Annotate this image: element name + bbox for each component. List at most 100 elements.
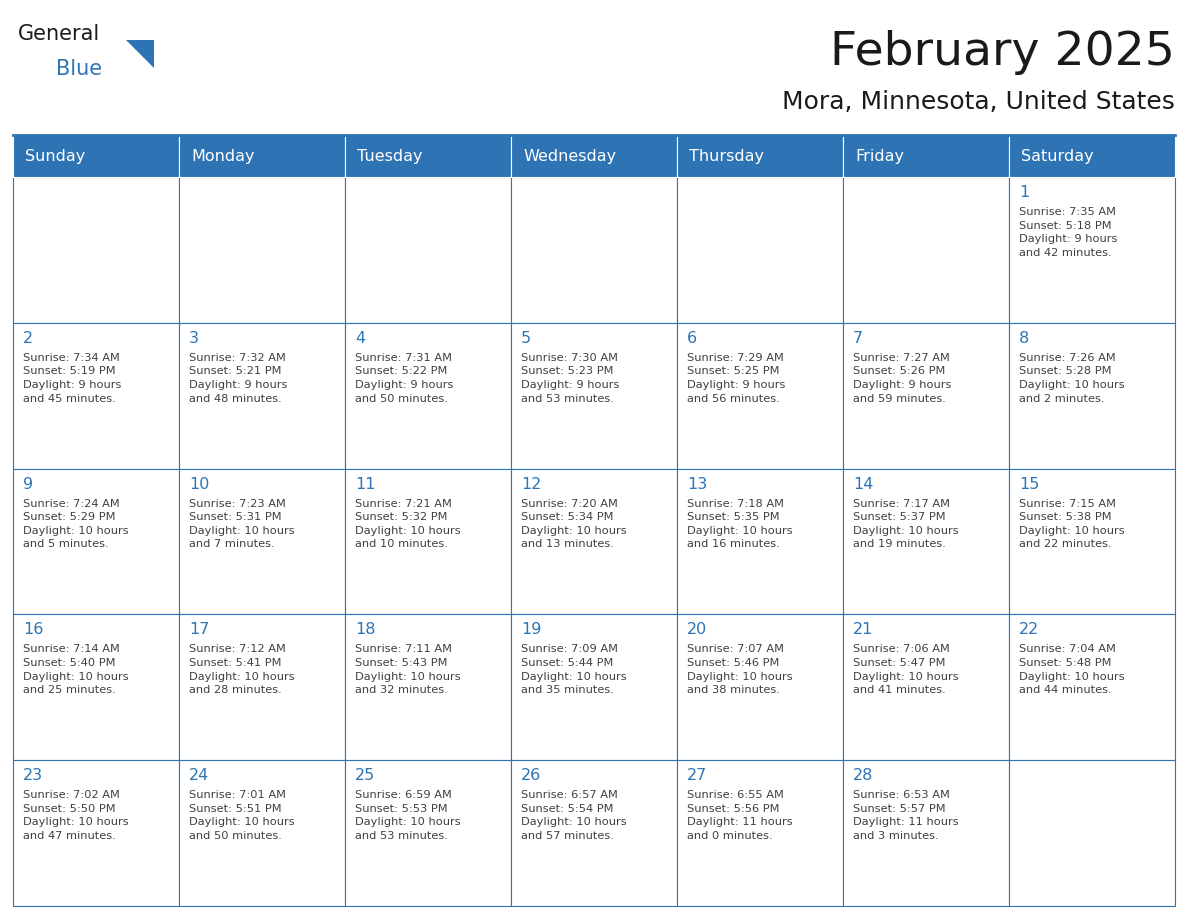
Bar <box>345 177 511 323</box>
Bar <box>345 323 511 468</box>
Bar <box>511 177 677 323</box>
Bar <box>179 177 345 323</box>
Text: Sunrise: 6:59 AM
Sunset: 5:53 PM
Daylight: 10 hours
and 53 minutes.: Sunrise: 6:59 AM Sunset: 5:53 PM Dayligh… <box>355 790 461 841</box>
Text: 13: 13 <box>687 476 707 492</box>
Text: Wednesday: Wednesday <box>523 149 617 163</box>
Text: Sunrise: 7:06 AM
Sunset: 5:47 PM
Daylight: 10 hours
and 41 minutes.: Sunrise: 7:06 AM Sunset: 5:47 PM Dayligh… <box>853 644 959 695</box>
Text: Sunday: Sunday <box>25 149 86 163</box>
Text: Sunrise: 7:29 AM
Sunset: 5:25 PM
Daylight: 9 hours
and 56 minutes.: Sunrise: 7:29 AM Sunset: 5:25 PM Dayligh… <box>687 353 785 404</box>
Bar <box>843 468 1009 614</box>
Text: 17: 17 <box>189 622 209 637</box>
Text: 27: 27 <box>687 768 707 783</box>
Text: 5: 5 <box>522 330 531 346</box>
Text: Sunrise: 7:09 AM
Sunset: 5:44 PM
Daylight: 10 hours
and 35 minutes.: Sunrise: 7:09 AM Sunset: 5:44 PM Dayligh… <box>522 644 626 695</box>
Text: 25: 25 <box>355 768 375 783</box>
Text: Sunrise: 6:57 AM
Sunset: 5:54 PM
Daylight: 10 hours
and 57 minutes.: Sunrise: 6:57 AM Sunset: 5:54 PM Dayligh… <box>522 790 626 841</box>
Polygon shape <box>126 40 154 68</box>
Text: Sunrise: 7:04 AM
Sunset: 5:48 PM
Daylight: 10 hours
and 44 minutes.: Sunrise: 7:04 AM Sunset: 5:48 PM Dayligh… <box>1019 644 1125 695</box>
Text: 3: 3 <box>189 330 200 346</box>
Text: 1: 1 <box>1019 185 1029 200</box>
Text: Sunrise: 7:14 AM
Sunset: 5:40 PM
Daylight: 10 hours
and 25 minutes.: Sunrise: 7:14 AM Sunset: 5:40 PM Dayligh… <box>23 644 128 695</box>
Bar <box>511 135 677 177</box>
Bar <box>677 614 843 760</box>
Bar <box>843 135 1009 177</box>
Bar <box>677 135 843 177</box>
Bar <box>179 468 345 614</box>
Text: Sunrise: 7:27 AM
Sunset: 5:26 PM
Daylight: 9 hours
and 59 minutes.: Sunrise: 7:27 AM Sunset: 5:26 PM Dayligh… <box>853 353 952 404</box>
Text: 15: 15 <box>1019 476 1040 492</box>
Bar <box>677 323 843 468</box>
Text: 7: 7 <box>853 330 864 346</box>
Text: 28: 28 <box>853 768 873 783</box>
Bar <box>179 760 345 906</box>
Text: Sunrise: 7:20 AM
Sunset: 5:34 PM
Daylight: 10 hours
and 13 minutes.: Sunrise: 7:20 AM Sunset: 5:34 PM Dayligh… <box>522 498 626 549</box>
Bar <box>13 760 179 906</box>
Text: Sunrise: 7:15 AM
Sunset: 5:38 PM
Daylight: 10 hours
and 22 minutes.: Sunrise: 7:15 AM Sunset: 5:38 PM Dayligh… <box>1019 498 1125 549</box>
Bar <box>1009 468 1175 614</box>
Text: Thursday: Thursday <box>689 149 764 163</box>
Bar <box>179 323 345 468</box>
Text: Sunrise: 6:53 AM
Sunset: 5:57 PM
Daylight: 11 hours
and 3 minutes.: Sunrise: 6:53 AM Sunset: 5:57 PM Dayligh… <box>853 790 959 841</box>
Text: Sunrise: 6:55 AM
Sunset: 5:56 PM
Daylight: 11 hours
and 0 minutes.: Sunrise: 6:55 AM Sunset: 5:56 PM Dayligh… <box>687 790 792 841</box>
Text: February 2025: February 2025 <box>830 30 1175 75</box>
Bar <box>13 468 179 614</box>
Text: Sunrise: 7:21 AM
Sunset: 5:32 PM
Daylight: 10 hours
and 10 minutes.: Sunrise: 7:21 AM Sunset: 5:32 PM Dayligh… <box>355 498 461 549</box>
Text: 12: 12 <box>522 476 542 492</box>
Text: 21: 21 <box>853 622 873 637</box>
Text: 14: 14 <box>853 476 873 492</box>
Bar <box>13 177 179 323</box>
Text: Mora, Minnesota, United States: Mora, Minnesota, United States <box>782 90 1175 114</box>
Bar <box>511 323 677 468</box>
Text: Saturday: Saturday <box>1020 149 1094 163</box>
Text: 20: 20 <box>687 622 707 637</box>
Bar <box>511 760 677 906</box>
Text: Sunrise: 7:26 AM
Sunset: 5:28 PM
Daylight: 10 hours
and 2 minutes.: Sunrise: 7:26 AM Sunset: 5:28 PM Dayligh… <box>1019 353 1125 404</box>
Bar <box>345 760 511 906</box>
Text: Sunrise: 7:18 AM
Sunset: 5:35 PM
Daylight: 10 hours
and 16 minutes.: Sunrise: 7:18 AM Sunset: 5:35 PM Dayligh… <box>687 498 792 549</box>
Bar <box>843 760 1009 906</box>
Text: Sunrise: 7:23 AM
Sunset: 5:31 PM
Daylight: 10 hours
and 7 minutes.: Sunrise: 7:23 AM Sunset: 5:31 PM Dayligh… <box>189 498 295 549</box>
Bar <box>1009 323 1175 468</box>
Bar <box>511 614 677 760</box>
Text: Sunrise: 7:30 AM
Sunset: 5:23 PM
Daylight: 9 hours
and 53 minutes.: Sunrise: 7:30 AM Sunset: 5:23 PM Dayligh… <box>522 353 619 404</box>
Bar <box>843 614 1009 760</box>
Bar <box>13 135 179 177</box>
Bar <box>843 177 1009 323</box>
Text: 22: 22 <box>1019 622 1040 637</box>
Bar <box>1009 614 1175 760</box>
Bar <box>677 760 843 906</box>
Text: Tuesday: Tuesday <box>358 149 423 163</box>
Bar <box>345 135 511 177</box>
Bar <box>345 614 511 760</box>
Text: 26: 26 <box>522 768 542 783</box>
Text: 23: 23 <box>23 768 43 783</box>
Text: 9: 9 <box>23 476 33 492</box>
Bar <box>1009 177 1175 323</box>
Text: 16: 16 <box>23 622 44 637</box>
Bar <box>677 468 843 614</box>
Bar <box>1009 760 1175 906</box>
Bar <box>13 323 179 468</box>
Text: Sunrise: 7:32 AM
Sunset: 5:21 PM
Daylight: 9 hours
and 48 minutes.: Sunrise: 7:32 AM Sunset: 5:21 PM Dayligh… <box>189 353 287 404</box>
Bar <box>179 614 345 760</box>
Bar <box>179 135 345 177</box>
Text: 6: 6 <box>687 330 697 346</box>
Text: Monday: Monday <box>191 149 254 163</box>
Text: Sunrise: 7:24 AM
Sunset: 5:29 PM
Daylight: 10 hours
and 5 minutes.: Sunrise: 7:24 AM Sunset: 5:29 PM Dayligh… <box>23 498 128 549</box>
Text: Blue: Blue <box>56 59 102 79</box>
Text: Sunrise: 7:12 AM
Sunset: 5:41 PM
Daylight: 10 hours
and 28 minutes.: Sunrise: 7:12 AM Sunset: 5:41 PM Dayligh… <box>189 644 295 695</box>
Text: 4: 4 <box>355 330 365 346</box>
Text: 18: 18 <box>355 622 375 637</box>
Text: Sunrise: 7:17 AM
Sunset: 5:37 PM
Daylight: 10 hours
and 19 minutes.: Sunrise: 7:17 AM Sunset: 5:37 PM Dayligh… <box>853 498 959 549</box>
Text: Sunrise: 7:02 AM
Sunset: 5:50 PM
Daylight: 10 hours
and 47 minutes.: Sunrise: 7:02 AM Sunset: 5:50 PM Dayligh… <box>23 790 128 841</box>
Bar <box>677 177 843 323</box>
Text: General: General <box>18 24 100 44</box>
Text: 10: 10 <box>189 476 209 492</box>
Text: 2: 2 <box>23 330 33 346</box>
Text: 24: 24 <box>189 768 209 783</box>
Bar <box>345 468 511 614</box>
Bar <box>1009 135 1175 177</box>
Text: Friday: Friday <box>855 149 904 163</box>
Bar <box>511 468 677 614</box>
Text: Sunrise: 7:35 AM
Sunset: 5:18 PM
Daylight: 9 hours
and 42 minutes.: Sunrise: 7:35 AM Sunset: 5:18 PM Dayligh… <box>1019 207 1118 258</box>
